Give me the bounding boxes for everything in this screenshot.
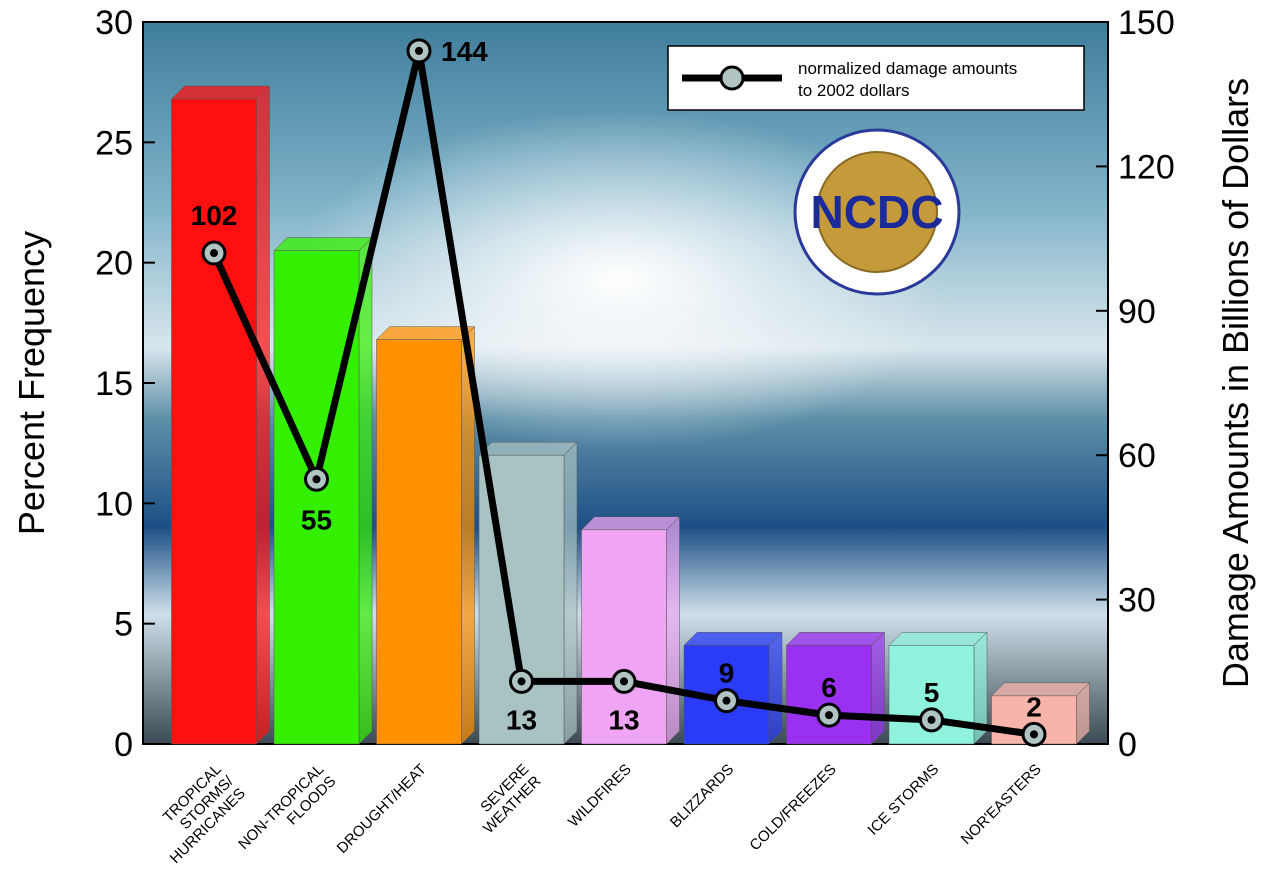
bar-top [785,632,886,646]
value-label: 13 [608,704,639,735]
bar-top [273,237,373,251]
y2-tick-label: 0 [1118,726,1137,764]
bar-top [375,326,476,340]
x-tick-label: ICE STORMS [864,761,942,839]
bar-top [888,632,988,646]
legend-marker [719,65,745,91]
marker-dot [620,677,628,686]
y2-tick-label: 30 [1118,582,1156,620]
x-tick-label: TROPICALSTORMS/HURRICANES [143,760,250,867]
bar-side [666,516,680,745]
x-tick-label: DROUGHT/HEAT [334,761,430,857]
value-label: 9 [719,658,735,689]
bar-side [768,631,783,745]
marker-dot [210,249,218,258]
x-tick-label: SEVEREWEATHER [468,761,544,837]
value-label: 5 [924,677,940,708]
legend-label: normalized damage amounts to 2002 dollars [798,59,1017,100]
y-tick-label: 0 [114,726,133,764]
logo: NCDC [793,128,961,296]
bar-side [358,237,373,745]
value-label: 144 [441,36,488,67]
bar-top [170,85,271,100]
y2-tick-label: 120 [1118,148,1175,186]
bar-group [170,85,271,745]
value-label: 55 [301,504,332,535]
marker-dot [415,46,423,55]
bar [376,339,462,745]
marker-dot [825,711,833,720]
y-tick-label: 10 [95,485,133,523]
value-label: 2 [1026,691,1042,722]
y2-tick-label: 60 [1118,437,1156,475]
marker-dot [927,715,936,724]
marker-dot [312,475,321,484]
y-tick-label: 20 [95,245,133,283]
marker-dot [722,696,731,705]
bar [581,529,667,745]
x-tick-label: NOR'EASTERS [958,761,1045,848]
bar-side [563,441,578,745]
bar-side [871,631,885,745]
value-label: 13 [506,704,537,735]
y-tick-label: 15 [95,365,133,403]
y-tick-label: 5 [114,606,133,644]
y2-tick-label: 150 [1118,4,1175,42]
bar [273,250,360,745]
x-tick-label: NON-TROPICALFLOODS [235,761,339,865]
x-tick-label: BLIZZARDS [667,761,737,831]
bar-top [580,516,681,531]
bar [171,98,257,745]
y-tick-label: 30 [95,4,133,42]
bar-group [580,516,681,745]
y-axis-label: Percent Frequency [11,231,52,535]
bar-group [375,326,476,745]
bar-group [273,237,373,745]
y-tick-label: 25 [95,124,133,162]
x-tick-label: WILDFIRES [565,761,635,831]
bar-group [478,441,578,745]
marker-dot [517,677,526,686]
bar-side [256,85,270,745]
bar-top [478,441,578,456]
y2-tick-label: 90 [1118,293,1156,331]
logo-text: NCDC [811,186,944,238]
bar-top [683,632,783,646]
marker-dot [1030,730,1038,739]
x-tick-label: COLD/FREEZES [746,761,839,854]
value-label: 102 [191,200,238,231]
value-label: 6 [821,672,837,703]
y2-axis-label: Damage Amounts in Billions of Dollars [1215,78,1256,688]
